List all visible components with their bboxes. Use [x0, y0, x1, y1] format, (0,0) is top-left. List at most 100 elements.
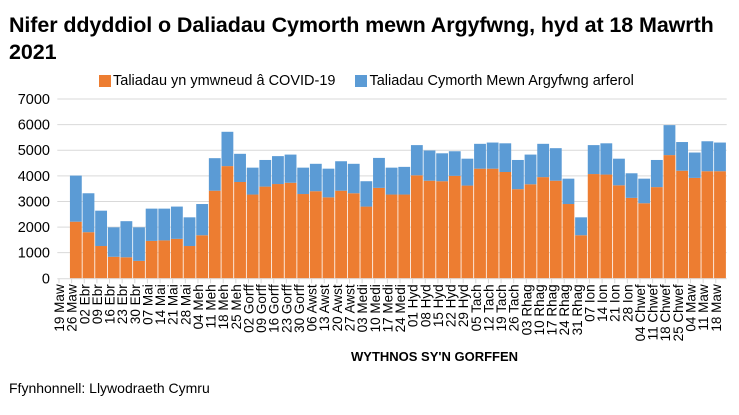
bar-covid [701, 171, 714, 279]
x-tick-label: 29 Hyd [456, 284, 471, 327]
bar-covid [410, 175, 423, 279]
bar-regular [158, 208, 171, 241]
x-tick-label: 19 Tach [494, 284, 509, 331]
bar-covid [272, 184, 284, 279]
bar-covid [461, 185, 474, 279]
bar-regular [335, 161, 347, 191]
bar-covid [537, 177, 550, 279]
x-tick-label: 27 Awst [342, 284, 357, 331]
bar-regular [259, 159, 272, 187]
bar-regular [107, 227, 120, 257]
bar-regular [650, 159, 663, 188]
bar-regular [524, 154, 537, 185]
x-tick-label: 07 Ion [582, 284, 597, 322]
bar-covid [385, 194, 398, 279]
bar-regular [499, 143, 512, 173]
bar-covid [549, 180, 562, 279]
bar-regular [410, 145, 423, 176]
x-tick-label: 25 Chwef [671, 284, 686, 341]
bar-regular [600, 143, 613, 175]
bar-covid [423, 180, 436, 279]
bar-covid [196, 235, 209, 279]
x-tick-label: 18 Meh [216, 284, 231, 329]
bar-covid [259, 186, 272, 279]
bar-regular [676, 142, 689, 171]
bar-regular [562, 178, 575, 205]
bar-covid [650, 187, 663, 279]
bar-covid [448, 175, 461, 279]
x-tick-label: 23 Ebr [115, 284, 130, 324]
bar-regular [234, 153, 246, 182]
bar-regular [486, 142, 499, 169]
x-tick-label: 14 Ion [595, 284, 610, 322]
bar-regular [120, 221, 133, 258]
x-tick-label: 30 Gorff [292, 284, 307, 333]
legend: Taliadau yn ymwneud â COVID-19 Taliadau … [99, 72, 654, 90]
x-tick-label: 13 Awst [317, 284, 332, 331]
x-tick-label: 06 Awst [305, 284, 320, 331]
x-tick-label: 11 Maw [696, 284, 711, 331]
bar-covid [183, 246, 196, 279]
bar-covid [322, 197, 335, 279]
bar-regular [613, 158, 625, 186]
bar-regular [638, 178, 651, 204]
bar-regular [587, 145, 600, 175]
x-tick-label: 28 Ion [620, 284, 635, 322]
x-tick-label: 03 Medi [355, 284, 370, 332]
bar-regular [549, 148, 562, 181]
x-tick-label: 03 Rhag [519, 284, 534, 335]
bar-regular [398, 166, 411, 195]
bar-covid [347, 193, 360, 279]
bar-regular [284, 154, 297, 183]
bar-covid [511, 189, 524, 279]
x-tick-label: 08 Hyd [418, 284, 433, 327]
bar-regular [145, 208, 158, 241]
y-tick-label: 7000 [18, 92, 50, 108]
x-tick-label: 18 Maw [709, 284, 724, 332]
bar-covid [120, 257, 133, 279]
bar-regular [448, 151, 461, 176]
bar-regular [95, 210, 108, 247]
x-tick-label: 19 Maw [52, 284, 67, 332]
legend-label-regular: Taliadau Cymorth Mewn Argyfwng arferol [369, 73, 634, 89]
y-tick-label: 1000 [18, 246, 50, 262]
legend-item-regular: Taliadau Cymorth Mewn Argyfwng arferol [355, 73, 634, 89]
x-tick-label: 04 Meh [191, 284, 206, 329]
bar-covid [234, 181, 246, 279]
bar-regular [385, 167, 398, 195]
bar-regular [246, 167, 259, 195]
y-tick-label: 5000 [18, 143, 50, 159]
x-tick-label: 16 Ebr [103, 284, 118, 324]
x-tick-label: 25 Meh [229, 284, 244, 329]
bar-regular [373, 157, 385, 188]
x-tick-label: 24 Medi [393, 284, 408, 332]
x-tick-label: 09 Ebr [90, 284, 105, 324]
x-tick-label: 22 Hyd [444, 284, 459, 327]
bar-covid [107, 256, 120, 279]
x-tick-label: 26 Tach [507, 284, 522, 331]
bar-regular [170, 206, 183, 239]
x-tick-label: 01 Hyd [406, 284, 421, 327]
legend-swatch-regular [355, 75, 368, 87]
bar-regular [474, 143, 486, 169]
bar-regular [133, 227, 145, 261]
bar-covid [284, 182, 297, 279]
bar-covid [297, 194, 310, 279]
legend-item-covid: Taliadau yn ymwneud â COVID-19 [99, 73, 335, 89]
bar-covid [499, 172, 512, 279]
y-tick-label: 3000 [18, 194, 50, 210]
bar-covid [600, 174, 613, 279]
bar-regular [322, 168, 335, 198]
bar-regular [221, 131, 234, 167]
bar-covid [587, 174, 600, 279]
bar-covid [625, 197, 638, 279]
bars [69, 125, 726, 279]
x-tick-label: 17 Medi [380, 284, 395, 332]
x-tick-label: 28 Mai [178, 284, 193, 325]
bar-regular [625, 173, 638, 198]
x-tick-label: 09 Gorff [254, 284, 269, 333]
y-axis: 0 1000 2000 3000 4000 5000 6000 7000 [18, 92, 50, 287]
x-tick-label: 30 Ebr [128, 284, 143, 324]
